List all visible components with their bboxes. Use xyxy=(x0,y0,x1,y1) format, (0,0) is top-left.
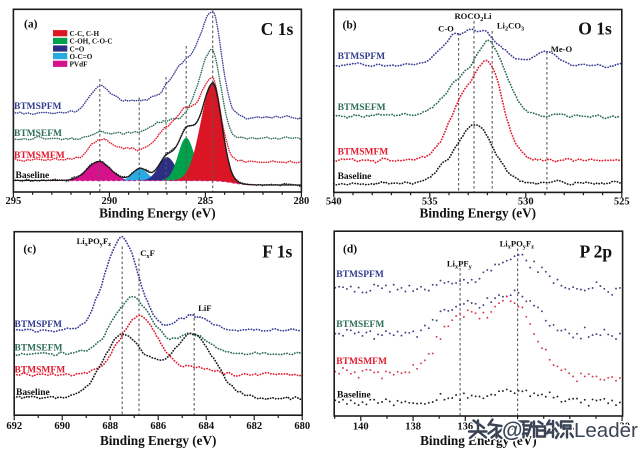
svg-text:Binding Energy (eV): Binding Energy (eV) xyxy=(100,433,217,448)
svg-text:(c): (c) xyxy=(23,244,36,256)
svg-text:540: 540 xyxy=(326,196,342,207)
svg-text:LixPFy: LixPFy xyxy=(447,259,473,271)
svg-text:686: 686 xyxy=(150,421,166,432)
svg-text:BTMSPFM: BTMSPFM xyxy=(14,102,62,112)
svg-text:BTMSEFM: BTMSEFM xyxy=(14,129,62,139)
svg-text:BTMSPFM: BTMSPFM xyxy=(338,52,386,62)
svg-text:Leader: Leader xyxy=(574,419,638,442)
svg-text:140: 140 xyxy=(353,421,369,432)
svg-text:Baseline: Baseline xyxy=(16,171,50,181)
svg-text:C 1s: C 1s xyxy=(261,19,294,39)
svg-text:535: 535 xyxy=(422,196,438,207)
svg-text:BTMSMFM: BTMSMFM xyxy=(338,148,389,158)
svg-text:F 1s: F 1s xyxy=(262,242,292,262)
svg-text:(a): (a) xyxy=(24,19,38,31)
svg-text:BTMSMFM: BTMSMFM xyxy=(336,357,387,367)
svg-text:692: 692 xyxy=(6,421,22,432)
svg-text:680: 680 xyxy=(294,421,310,432)
svg-text:682: 682 xyxy=(246,421,262,432)
svg-text:138: 138 xyxy=(405,421,421,432)
svg-text:690: 690 xyxy=(54,421,70,432)
svg-text:Baseline: Baseline xyxy=(16,388,50,398)
svg-text:LiF: LiF xyxy=(198,303,211,313)
svg-text:C-O: C-O xyxy=(438,24,454,34)
svg-text:BTMSEFM: BTMSEFM xyxy=(336,320,384,330)
svg-text:525: 525 xyxy=(614,196,630,207)
svg-text:(b): (b) xyxy=(343,20,357,32)
svg-text:C=O: C=O xyxy=(70,45,85,53)
svg-text:BTMSMFM: BTMSMFM xyxy=(14,151,65,161)
svg-text:688: 688 xyxy=(102,421,118,432)
svg-text:136: 136 xyxy=(457,421,473,432)
svg-text:Binding Energy (eV): Binding Energy (eV) xyxy=(99,206,216,221)
svg-text:BTMSPFM: BTMSPFM xyxy=(15,320,63,330)
svg-text:@: @ xyxy=(502,419,522,442)
svg-text:Binding Energy (eV): Binding Energy (eV) xyxy=(420,206,537,221)
svg-text:(d): (d) xyxy=(343,244,357,256)
svg-text:O 1s: O 1s xyxy=(578,19,612,39)
svg-text:Me-O: Me-O xyxy=(551,44,573,54)
svg-text:290: 290 xyxy=(102,196,118,207)
svg-text:285: 285 xyxy=(198,196,214,207)
svg-text:C-OH, C-O-C: C-OH, C-O-C xyxy=(70,38,113,46)
svg-text:BTMSMFM: BTMSMFM xyxy=(15,365,66,375)
svg-text:C-C, C-H: C-C, C-H xyxy=(70,30,100,38)
svg-text:ROCO2Li: ROCO2Li xyxy=(454,11,492,23)
svg-text:PVdF: PVdF xyxy=(70,61,89,69)
svg-text:BTMSEFM: BTMSEFM xyxy=(15,343,63,353)
svg-text:CxF: CxF xyxy=(140,248,155,260)
svg-text:P 2p: P 2p xyxy=(580,242,613,262)
svg-text:Baseline: Baseline xyxy=(337,390,371,400)
svg-text:Binding Energy (eV): Binding Energy (eV) xyxy=(420,433,537,448)
svg-text:684: 684 xyxy=(198,421,215,432)
svg-text:Baseline: Baseline xyxy=(338,172,372,182)
svg-text:BTMSEFM: BTMSEFM xyxy=(338,103,386,113)
svg-text:Li2CO3: Li2CO3 xyxy=(497,21,524,33)
svg-text:O-C=O: O-C=O xyxy=(70,53,93,61)
svg-text:295: 295 xyxy=(6,196,22,207)
svg-text:280: 280 xyxy=(294,196,310,207)
svg-text:530: 530 xyxy=(518,196,534,207)
svg-text:BTMSPFM: BTMSPFM xyxy=(336,270,384,280)
svg-text:130: 130 xyxy=(614,421,630,432)
